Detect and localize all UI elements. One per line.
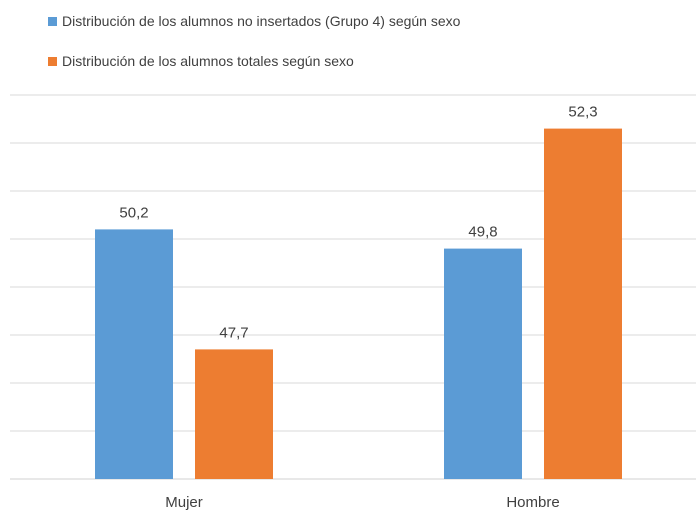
data-label: 47,7 <box>219 324 248 341</box>
bar-mujer-series-1 <box>195 349 273 479</box>
data-label: 50,2 <box>119 204 148 221</box>
legend-item-no-insertados: Distribución de los alumnos no insertado… <box>48 13 460 29</box>
legend-label: Distribución de los alumnos no insertado… <box>62 13 461 29</box>
bar-mujer-series-0 <box>95 229 173 479</box>
data-label: 52,3 <box>568 104 597 121</box>
bar-hombre-series-1 <box>544 128 622 479</box>
bar-hombre-series-0 <box>444 248 522 479</box>
legend-label: Distribución de los alumnos totales segú… <box>62 53 354 69</box>
legend-swatch-orange <box>48 56 57 66</box>
x-tick-label: Hombre <box>506 494 559 511</box>
legend-swatch-blue <box>48 16 57 26</box>
data-label: 49,8 <box>468 224 497 241</box>
legend-item-totales: Distribución de los alumnos totales segú… <box>48 53 354 69</box>
x-tick-label: Mujer <box>165 494 203 511</box>
